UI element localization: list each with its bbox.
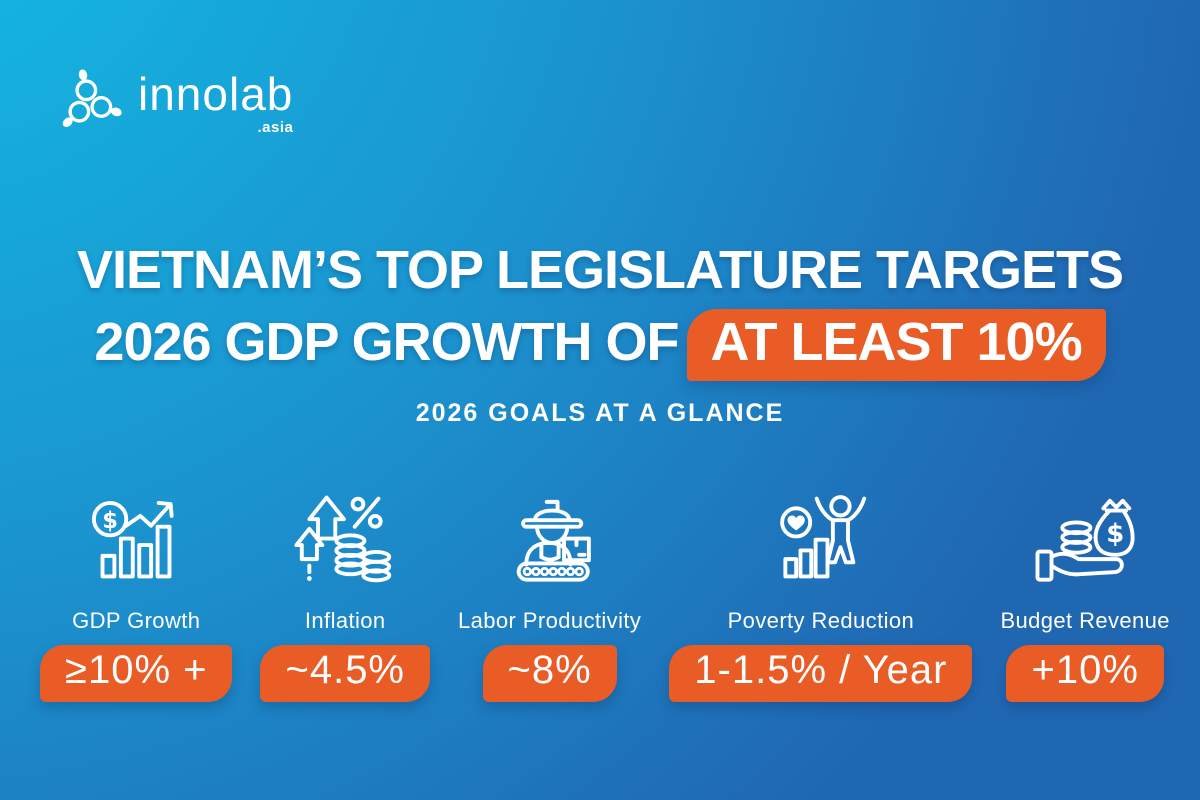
innolab-trefoil-icon <box>62 69 122 128</box>
subtitle: 2026 GOALS AT A GLANCE <box>415 399 785 427</box>
metric-value-badge: ≥10% + <box>40 645 233 702</box>
inflation-icon <box>291 488 399 600</box>
poverty-reduction-icon <box>767 488 875 600</box>
metric-value-badge: ~4.5% <box>260 645 430 702</box>
brand-name: innolab <box>138 67 294 120</box>
headline-line1: VIETNAM’S TOP LEGISLATURE TARGETS <box>76 240 1124 300</box>
headline-line2-prefix: 2026 GDP GROWTH OF <box>94 312 679 372</box>
metric-budget-revenue: $ Budget Revenue +10% <box>1000 488 1170 702</box>
svg-text:$: $ <box>102 508 118 534</box>
headline-highlight-badge: AT LEAST 10% <box>686 309 1106 381</box>
headline: VIETNAM’S TOP LEGISLATURE TARGETS 2026 G… <box>0 234 1200 381</box>
metric-label: GDP Growth <box>72 608 201 633</box>
brand-tld: .asia <box>257 118 294 136</box>
metric-label: Labor Productivity <box>457 608 642 633</box>
metric-value-badge: +10% <box>1006 645 1164 702</box>
labor-productivity-icon <box>496 488 604 600</box>
brand-wordmark: innolab .asia <box>138 71 293 136</box>
metric-labor-productivity: Labor Productivity ~8% <box>458 488 641 702</box>
metrics-row: $ GDP Growth ≥10% + <box>40 488 1170 702</box>
metric-value-badge: 1-1.5% / Year <box>669 645 973 702</box>
metric-gdp-growth: $ GDP Growth ≥10% + <box>40 488 233 702</box>
metric-label: Inflation <box>304 608 386 633</box>
gdp-growth-icon: $ <box>82 488 190 600</box>
metric-inflation: Inflation ~4.5% <box>260 488 430 702</box>
metric-poverty-reduction: Poverty Reduction 1-1.5% / Year <box>669 488 973 702</box>
metric-value-badge: ~8% <box>482 645 617 702</box>
metric-label: Budget Revenue <box>1000 608 1170 633</box>
headline-line2: 2026 GDP GROWTH OF AT LEAST 10% <box>0 306 1200 381</box>
svg-text:$: $ <box>1106 519 1124 549</box>
metric-label: Poverty Reduction <box>727 608 915 633</box>
brand-logo: innolab .asia <box>52 66 293 140</box>
budget-revenue-icon: $ <box>1031 488 1139 600</box>
